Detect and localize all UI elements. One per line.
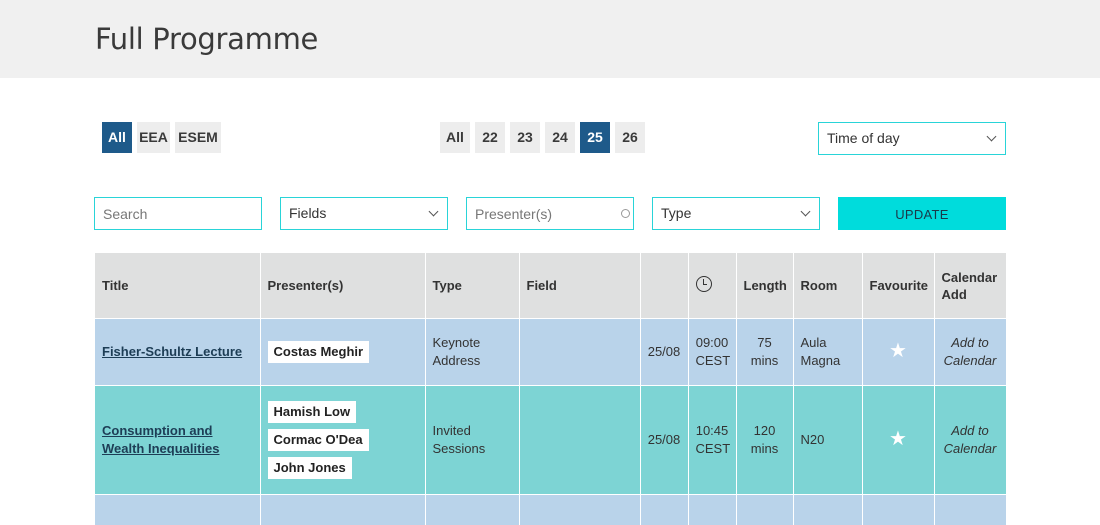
session-field — [519, 386, 640, 495]
day-26-button[interactable]: 26 — [615, 122, 645, 153]
add-to-calendar-link[interactable]: Add to Calendar — [934, 319, 1006, 386]
session-length: 75 mins — [736, 319, 793, 386]
association-filter: All EEA ESEM — [102, 122, 221, 153]
presenter-tag[interactable]: John Jones — [268, 457, 352, 479]
table-header-row: Title Presenter(s) Type Field Length Roo… — [95, 253, 1006, 319]
session-room: N20 — [793, 386, 862, 495]
chevron-down-icon — [429, 207, 439, 217]
assoc-esem-button[interactable]: ESEM — [175, 122, 221, 153]
col-type[interactable]: Type — [425, 253, 519, 319]
table-row: Fisher-Schultz Lecture Costas Meghir Key… — [95, 319, 1006, 386]
table-row — [95, 495, 1006, 525]
type-value: Type — [661, 198, 691, 229]
time-of-day-value: Time of day — [827, 123, 900, 154]
session-type: Keynote Address — [425, 319, 519, 386]
type-select[interactable]: Type — [652, 197, 820, 230]
session-time: 09:00 CEST — [688, 319, 736, 386]
day-22-button[interactable]: 22 — [475, 122, 505, 153]
programme-table: Title Presenter(s) Type Field Length Roo… — [95, 253, 1007, 525]
assoc-eea-button[interactable]: EEA — [137, 122, 170, 153]
session-date: 25/08 — [640, 386, 688, 495]
session-title-link[interactable]: Consumption and Wealth Inequalities — [102, 423, 220, 456]
session-field — [519, 319, 640, 386]
col-presenters[interactable]: Presenter(s) — [260, 253, 425, 319]
page-header: Full Programme — [0, 0, 1100, 78]
session-time: 10:45 CEST — [688, 386, 736, 495]
add-to-calendar-link[interactable]: Add to Calendar — [934, 386, 1006, 495]
col-date[interactable] — [640, 253, 688, 319]
page-title: Full Programme — [95, 22, 318, 56]
col-room[interactable]: Room — [793, 253, 862, 319]
favourite-star-icon[interactable]: ★ — [889, 340, 907, 362]
col-title[interactable]: Title — [95, 253, 260, 319]
day-24-button[interactable]: 24 — [545, 122, 575, 153]
clock-icon — [696, 276, 712, 292]
presenter-input[interactable] — [466, 197, 634, 230]
col-time[interactable] — [688, 253, 736, 319]
chevron-down-icon — [987, 132, 997, 142]
fields-select[interactable]: Fields — [280, 197, 448, 230]
day-25-button[interactable]: 25 — [580, 122, 610, 153]
fields-value: Fields — [289, 198, 326, 229]
col-length[interactable]: Length — [736, 253, 793, 319]
autocomplete-icon — [621, 209, 630, 218]
favourite-star-icon[interactable]: ★ — [889, 428, 907, 450]
table-row: Consumption and Wealth Inequalities Hami… — [95, 386, 1006, 495]
update-button[interactable]: UPDATE — [838, 197, 1006, 230]
presenter-tag[interactable]: Hamish Low — [268, 401, 357, 423]
session-date: 25/08 — [640, 319, 688, 386]
presenter-tag[interactable]: Costas Meghir — [268, 341, 370, 363]
col-field[interactable]: Field — [519, 253, 640, 319]
session-type: Invited Sessions — [425, 386, 519, 495]
session-title-link[interactable]: Fisher-Schultz Lecture — [102, 344, 242, 359]
col-calendar[interactable]: Calendar Add — [934, 253, 1006, 319]
col-favourite[interactable]: Favourite — [862, 253, 934, 319]
chevron-down-icon — [801, 207, 811, 217]
search-input[interactable] — [94, 197, 262, 230]
day-filter: All 22 23 24 25 26 — [440, 122, 645, 153]
assoc-all-button[interactable]: All — [102, 122, 132, 153]
time-of-day-select[interactable]: Time of day — [818, 122, 1006, 155]
day-23-button[interactable]: 23 — [510, 122, 540, 153]
day-all-button[interactable]: All — [440, 122, 470, 153]
presenter-tag[interactable]: Cormac O'Dea — [268, 429, 369, 451]
session-room: Aula Magna — [793, 319, 862, 386]
session-length: 120 mins — [736, 386, 793, 495]
